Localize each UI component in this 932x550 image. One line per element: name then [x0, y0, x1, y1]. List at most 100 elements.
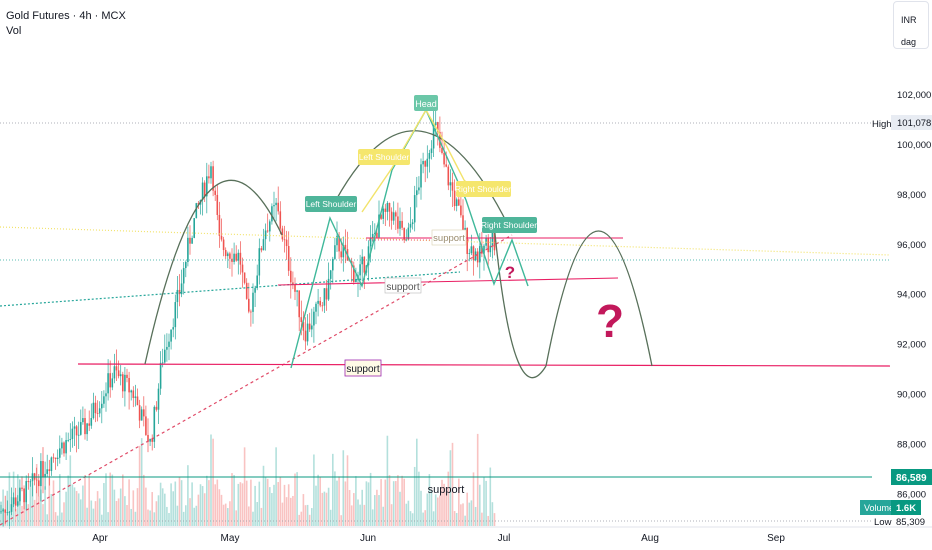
candle-body	[50, 457, 53, 472]
candle-body	[218, 214, 221, 236]
red-dashed-trendline	[0, 234, 513, 526]
volume-bar	[69, 455, 72, 526]
support-label-3[interactable]: support	[344, 359, 382, 377]
chart-header: Gold Futures · 4h · MCX Vol	[6, 10, 126, 37]
volume-bar	[378, 495, 380, 526]
candle-body	[237, 252, 240, 261]
volume-bar	[96, 491, 99, 526]
candle-body	[187, 237, 189, 263]
candle-body	[340, 251, 342, 258]
candle-body	[313, 311, 315, 326]
candle-body	[90, 418, 93, 426]
candle-body	[105, 393, 107, 397]
volume-bar	[218, 489, 221, 526]
candle-body	[384, 208, 387, 212]
candle-body	[216, 194, 219, 215]
volume-bar	[109, 472, 111, 526]
volume-bar	[2, 489, 4, 526]
volume-bar	[80, 499, 82, 526]
volume-indicator-label[interactable]: Vol	[6, 25, 22, 37]
volume-bar	[38, 496, 40, 526]
volume-bar	[266, 478, 269, 526]
candle-body	[40, 461, 42, 487]
left-shoulder-label-2[interactable]: Left Shoulder	[358, 149, 410, 165]
volume-bar	[453, 511, 456, 526]
volume-bar	[48, 478, 51, 526]
volume-bar	[212, 438, 214, 526]
price-tick-label: 92,000	[897, 340, 926, 351]
candle-body	[260, 248, 263, 251]
volume-bar	[321, 492, 324, 526]
volume-bar	[271, 493, 273, 526]
candle-body	[369, 238, 372, 247]
candle-body	[493, 232, 496, 251]
volume-bar	[170, 483, 172, 526]
head-label[interactable]: Head	[414, 95, 438, 111]
support-label-2[interactable]: support	[384, 277, 422, 294]
price-tick-label: 90,000	[897, 390, 926, 401]
volume-bar	[235, 510, 237, 526]
candle-body	[376, 232, 378, 238]
volume-bar	[287, 484, 290, 526]
candle-body	[458, 199, 460, 206]
candle-body	[117, 370, 120, 377]
volume-bar	[420, 490, 422, 526]
candle-body	[462, 215, 464, 233]
support-label-1[interactable]: support	[431, 229, 467, 246]
candle-body	[98, 408, 101, 414]
volume-bar	[481, 512, 483, 526]
candle-body	[424, 161, 426, 167]
volume-bar	[296, 472, 298, 526]
question-mark-big: ?	[596, 295, 624, 347]
volume-bar	[399, 491, 401, 526]
right-shoulder-label-1[interactable]: Right Shoulder	[455, 181, 511, 197]
volume-bar	[380, 479, 382, 526]
symbol-title[interactable]: Gold Futures · 4h · MCX	[6, 10, 126, 22]
candle-body	[281, 228, 284, 240]
candle-body	[252, 292, 254, 312]
volume-bar	[409, 511, 412, 526]
time-axis[interactable]: Apr May Jun Jul Aug Sep	[92, 533, 785, 544]
candle-body	[449, 182, 452, 186]
candle-body	[143, 409, 145, 417]
svg-text:Low: Low	[874, 517, 892, 528]
volume-bar	[197, 494, 200, 526]
candle-body	[277, 202, 279, 212]
price-tick-label: 96,000	[897, 240, 926, 251]
candle-body	[69, 439, 72, 441]
candle-body	[306, 323, 309, 342]
currency-unit-box[interactable]: INR dag	[893, 1, 929, 49]
candle-body	[136, 396, 139, 406]
candle-body	[229, 253, 231, 259]
candle-body	[302, 322, 305, 331]
volume-bar	[489, 467, 492, 526]
candle-body	[382, 208, 384, 219]
volume-bar	[277, 482, 279, 526]
candle-body	[233, 253, 235, 262]
candle-body	[363, 256, 366, 273]
volume-bar	[82, 485, 84, 526]
candle-body	[193, 218, 195, 238]
candle-body	[134, 396, 137, 398]
support-label-4[interactable]: support	[428, 484, 465, 496]
candle-body	[411, 222, 414, 225]
volume-bar	[407, 500, 410, 526]
candle-body	[157, 388, 160, 410]
volume-bar	[220, 494, 223, 526]
candle-body	[63, 442, 65, 454]
candle-body	[166, 346, 168, 350]
volume-bar	[92, 508, 95, 526]
candle-body	[180, 283, 183, 295]
left-shoulder-label-1[interactable]: Left Shoulder	[305, 196, 357, 212]
volume-bar	[126, 505, 128, 526]
volume-bar	[346, 455, 349, 526]
volume-bar	[258, 481, 261, 526]
right-shoulder-label-2[interactable]: Right Shoulder	[481, 217, 537, 233]
candle-body	[367, 246, 370, 266]
candle-body	[418, 187, 420, 191]
volume-bar	[111, 474, 114, 526]
volume-bar	[411, 513, 414, 526]
price-axis[interactable]: 102,000 100,000 98,000 96,000 94,000 92,000 90…	[897, 90, 931, 501]
candle-body	[222, 239, 225, 251]
